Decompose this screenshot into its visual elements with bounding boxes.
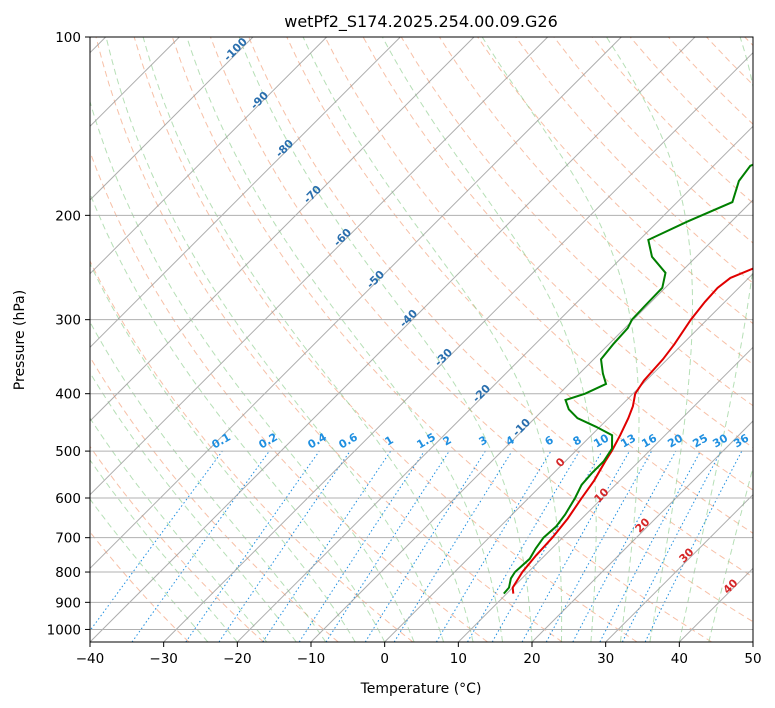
x-axis-label: Temperature (°C) — [360, 681, 482, 697]
background-lines — [90, 37, 753, 642]
isotherm-line — [90, 37, 696, 642]
moist-adiabat — [90, 99, 415, 642]
x-axis: −40 −30 −20 −10 0 10 20 30 40 50 — [76, 642, 762, 667]
dry-adiabat — [133, 37, 638, 642]
mixing-ratio-line — [131, 450, 270, 642]
x-tick-label: 50 — [744, 651, 761, 667]
y-tick-label: 1000 — [47, 622, 81, 638]
y-tick-label: 900 — [55, 595, 81, 611]
moist-adiabat — [90, 262, 356, 642]
isotherm-line — [163, 51, 753, 642]
mixing-ratio-line — [90, 450, 223, 632]
isotherm-line — [90, 37, 475, 422]
moist-adiabat — [238, 37, 533, 642]
dry-adiabat — [515, 37, 753, 284]
x-tick-label: 30 — [597, 651, 614, 667]
y-tick-label: 500 — [55, 444, 81, 460]
y-tick-label: 600 — [55, 491, 81, 507]
x-tick-label: −30 — [149, 651, 178, 667]
x-tick-label: −10 — [297, 651, 326, 667]
temperature-profile-line — [511, 267, 753, 594]
y-tick-label: 400 — [55, 387, 81, 403]
dry-adiabat — [248, 37, 753, 578]
mixing-ratio-line — [298, 450, 425, 642]
isotherm-line — [457, 346, 753, 642]
dry-adiabat — [90, 356, 339, 642]
dry-adiabat — [90, 259, 414, 642]
y-axis: 1000 900 800 700 600 500 400 300 200 100 — [47, 30, 90, 638]
moist-adiabat — [708, 465, 753, 642]
y-tick-label: 200 — [55, 208, 81, 224]
profile-lines — [503, 163, 753, 595]
x-tick-label: 40 — [671, 651, 688, 667]
moist-adiabat — [481, 37, 640, 642]
y-axis-label: Pressure (hPa) — [12, 290, 28, 390]
mixing-ratio-line — [393, 450, 513, 642]
moist-adiabat — [606, 37, 693, 642]
y-tick-label: 300 — [55, 313, 81, 329]
isotherm-line — [605, 493, 753, 642]
moist-adiabat — [90, 321, 327, 642]
x-tick-label: 10 — [450, 651, 467, 667]
mixing-ratio-line — [218, 450, 351, 642]
moist-adiabat — [678, 37, 753, 642]
plot-frame — [89, 36, 754, 643]
dry-adiabat — [95, 37, 563, 642]
isotherm-line — [90, 37, 401, 349]
x-tick-label: −40 — [76, 651, 105, 667]
moist-adiabat — [90, 417, 268, 642]
x-tick-label: 20 — [523, 651, 540, 667]
dry-adiabat — [286, 37, 753, 534]
isotherm-line — [236, 125, 753, 642]
moist-adiabat — [381, 37, 597, 642]
x-tick-label: 0 — [380, 651, 389, 667]
y-tick-label: 700 — [55, 531, 81, 547]
y-tick-label: 100 — [55, 30, 81, 46]
moist-adiabat — [186, 37, 503, 642]
mixing-ratio-line — [572, 450, 677, 642]
x-tick-label: −20 — [223, 651, 252, 667]
dry-adiabat — [171, 37, 712, 642]
y-tick-label: 800 — [55, 565, 81, 581]
mixing-ratio-line — [521, 450, 630, 642]
dry-adiabat — [324, 37, 753, 491]
isotherm-line — [90, 37, 254, 201]
dry-adiabat — [210, 37, 753, 623]
moist-adiabat — [90, 459, 238, 642]
dewpoint-profile-line — [503, 163, 753, 595]
moist-adiabat — [302, 37, 563, 642]
mixing-ratio-line — [262, 450, 392, 642]
isotherm-line — [90, 37, 328, 275]
isotherm-line — [90, 37, 622, 570]
grid-lines — [90, 37, 753, 642]
mixing-ratio-line — [185, 450, 320, 642]
moist-adiabat — [105, 37, 445, 642]
mixing-ratio-line — [644, 450, 743, 642]
isotherm-line — [531, 420, 753, 642]
dry-adiabat — [90, 445, 264, 642]
isotherm-line — [90, 37, 549, 496]
mixing-ratio-line — [545, 450, 653, 642]
isotherm-line — [310, 199, 753, 642]
chart-title: wetPf2_S174.2025.254.00.09.G26 — [284, 12, 558, 32]
moist-adiabat — [90, 192, 386, 642]
isotherm-line — [384, 272, 753, 642]
mixing-ratio-line — [325, 450, 450, 642]
moist-adiabat — [142, 37, 474, 642]
